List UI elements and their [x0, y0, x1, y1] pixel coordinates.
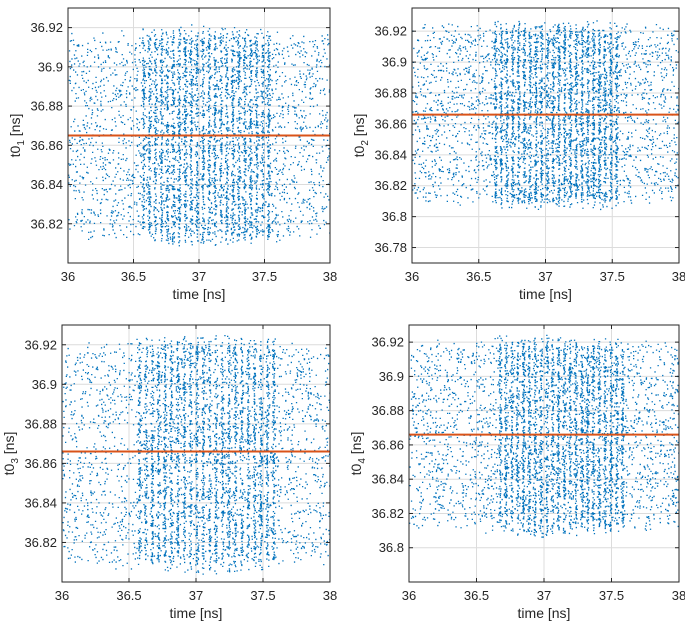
x-tick-label: 36.5 — [121, 269, 146, 284]
y-tick-label: 36.84 — [24, 495, 57, 510]
y-tick-label: 36.92 — [24, 337, 57, 352]
y-tick-label: 36.82 — [374, 178, 407, 193]
y-tick-label: 36.82 — [30, 216, 63, 231]
y-tick-label: 36.92 — [30, 20, 63, 35]
y-tick-label: 36.78 — [374, 240, 407, 255]
x-tick-label: 36 — [405, 269, 419, 284]
x-tick-label: 36.5 — [466, 269, 491, 284]
scatter-dots — [68, 24, 330, 247]
y-tick-label: 36.86 — [30, 138, 63, 153]
y-tick-label: 36.82 — [24, 535, 57, 550]
y-tick-label: 36.8 — [382, 209, 407, 224]
scatter-dots — [412, 20, 679, 211]
x-tick-label: 36 — [402, 588, 416, 603]
y-axis-label: t01 [ns] — [7, 114, 27, 158]
x-tick-label: 37 — [192, 269, 206, 284]
y-tick-label: 36.92 — [374, 24, 407, 39]
y-tick-label: 36.88 — [371, 403, 404, 418]
y-axis-label: t04 [ns] — [348, 432, 368, 476]
x-tick-label: 37 — [538, 269, 552, 284]
x-tick-label: 37 — [537, 588, 551, 603]
y-tick-label: 36.92 — [371, 335, 404, 350]
x-axis-label: time [ns] — [170, 605, 223, 621]
y-tick-label: 36.8 — [379, 540, 404, 555]
scatter-points — [409, 334, 679, 538]
x-axis-label: time [ns] — [173, 286, 226, 302]
scatter-dots — [409, 334, 679, 538]
y-tick-label: 36.84 — [374, 147, 407, 162]
chart-panel-4: 36 36.5 37 37.5 38 36.8 36.82 36.84 36.86 36.88 36… — [348, 324, 685, 621]
y-tick-label: 36.9 — [38, 59, 63, 74]
y-tick-label: 36.9 — [379, 369, 404, 384]
x-tick-label: 36.5 — [116, 588, 141, 603]
y-tick-label: 36.86 — [374, 116, 407, 131]
scatter-dots — [62, 335, 330, 575]
chart-panel-1: 36 36.5 37 37.5 38 36.82 36.84 36.86 36.88 36.9 36… — [7, 7, 337, 302]
y-tick-label: 36.84 — [30, 177, 63, 192]
y-tick-label: 36.88 — [374, 86, 407, 101]
scatter-points — [412, 20, 679, 211]
x-tick-label: 37.5 — [600, 269, 625, 284]
y-tick-label: 36.86 — [24, 456, 57, 471]
x-tick-label: 37.5 — [250, 588, 275, 603]
y-tick-label: 36.84 — [371, 472, 404, 487]
y-tick-label: 36.86 — [371, 437, 404, 452]
x-tick-label: 37 — [189, 588, 203, 603]
y-axis-label: t02 [ns] — [351, 114, 371, 158]
y-tick-label: 36.9 — [32, 377, 57, 392]
y-tick-label: 36.88 — [30, 99, 63, 114]
chart-panel-3: 36 36.5 37 37.5 38 36.82 36.84 36.86 36.88 36.9 36… — [1, 324, 337, 621]
x-tick-label: 36 — [55, 588, 69, 603]
scatter-points — [62, 335, 330, 575]
x-axis-label: time [ns] — [519, 286, 572, 302]
y-tick-label: 36.88 — [24, 416, 57, 431]
x-tick-label: 37.5 — [252, 269, 277, 284]
x-axis-label: time [ns] — [518, 605, 571, 621]
x-tick-label: 37.5 — [599, 588, 624, 603]
x-tick-label: 38 — [323, 269, 337, 284]
x-tick-label: 38 — [672, 269, 685, 284]
x-tick-label: 36.5 — [464, 588, 489, 603]
y-tick-label: 36.9 — [382, 55, 407, 70]
x-tick-label: 38 — [672, 588, 685, 603]
scatter-points — [68, 24, 330, 247]
x-tick-label: 36 — [61, 269, 75, 284]
x-tick-label: 38 — [323, 588, 337, 603]
y-axis-label: t03 [ns] — [1, 432, 21, 476]
y-tick-label: 36.82 — [371, 506, 404, 521]
chart-panel-2: 36 36.5 37 37.5 38 36.78 36.8 36.82 36.84 36.86 36… — [351, 7, 685, 302]
